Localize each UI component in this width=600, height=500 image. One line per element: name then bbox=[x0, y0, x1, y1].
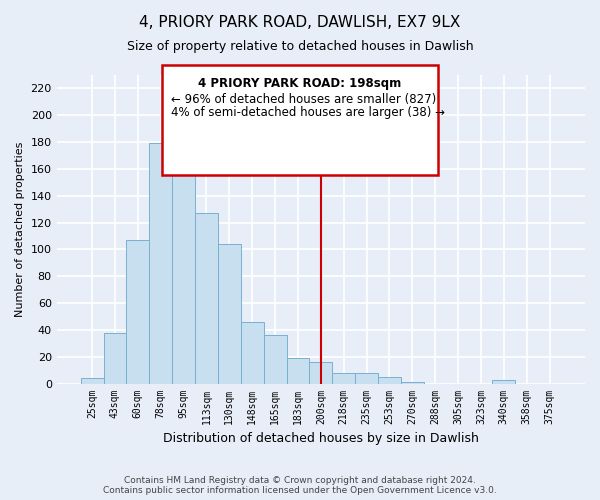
Text: 4 PRIORY PARK ROAD: 198sqm: 4 PRIORY PARK ROAD: 198sqm bbox=[199, 78, 401, 90]
Bar bbox=[401, 382, 424, 384]
Bar bbox=[195, 213, 218, 384]
Text: Size of property relative to detached houses in Dawlish: Size of property relative to detached ho… bbox=[127, 40, 473, 53]
Bar bbox=[104, 332, 127, 384]
Bar bbox=[149, 144, 172, 384]
X-axis label: Distribution of detached houses by size in Dawlish: Distribution of detached houses by size … bbox=[163, 432, 479, 445]
Y-axis label: Number of detached properties: Number of detached properties bbox=[15, 142, 25, 317]
Bar bbox=[310, 362, 332, 384]
Text: 4% of semi-detached houses are larger (38) →: 4% of semi-detached houses are larger (3… bbox=[171, 106, 445, 119]
Bar bbox=[172, 146, 195, 384]
Bar bbox=[287, 358, 310, 384]
Bar bbox=[263, 336, 287, 384]
Bar bbox=[493, 380, 515, 384]
Text: ← 96% of detached houses are smaller (827): ← 96% of detached houses are smaller (82… bbox=[171, 92, 436, 106]
Text: Contains HM Land Registry data © Crown copyright and database right 2024.
Contai: Contains HM Land Registry data © Crown c… bbox=[103, 476, 497, 495]
Bar bbox=[218, 244, 241, 384]
Bar bbox=[241, 322, 263, 384]
Bar bbox=[378, 377, 401, 384]
Bar bbox=[80, 378, 104, 384]
Bar bbox=[127, 240, 149, 384]
Bar bbox=[332, 373, 355, 384]
Bar bbox=[355, 373, 378, 384]
Text: 4, PRIORY PARK ROAD, DAWLISH, EX7 9LX: 4, PRIORY PARK ROAD, DAWLISH, EX7 9LX bbox=[139, 15, 461, 30]
